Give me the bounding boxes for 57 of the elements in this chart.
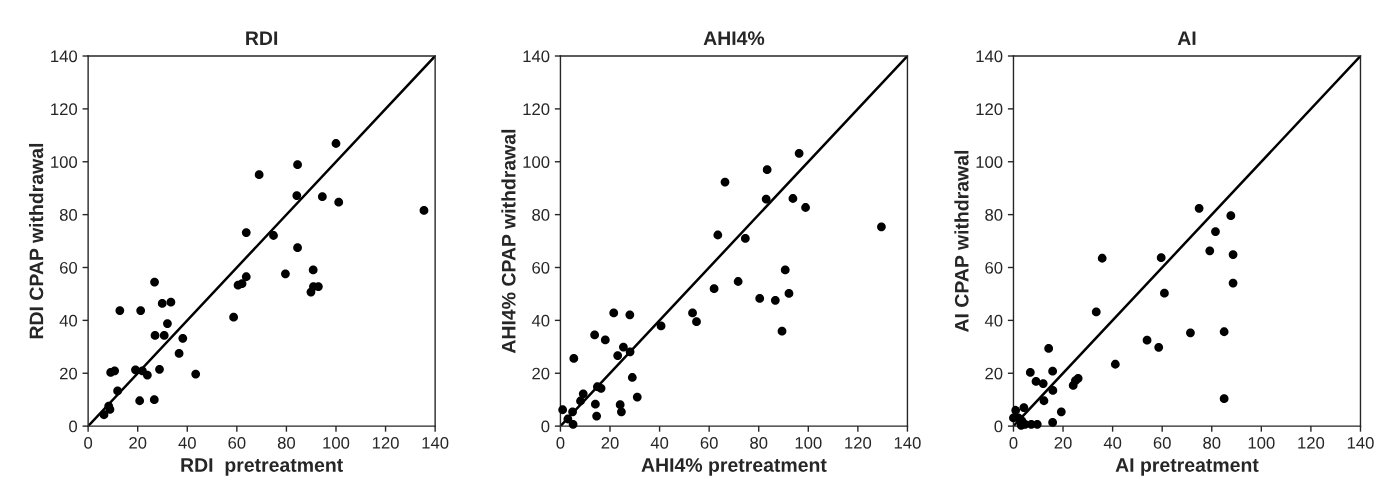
y-axis-title: AI CPAP withdrawal [954, 150, 969, 333]
x-tick-label: 120 [372, 436, 399, 449]
x-tick-label: 0 [1009, 436, 1018, 449]
y-tick-label: 100 [523, 156, 550, 168]
x-tick-label: 140 [894, 436, 921, 449]
x-tick-label: 120 [845, 436, 872, 449]
y-tick-label: 20 [60, 367, 78, 380]
x-tick-label: 40 [178, 436, 196, 449]
x-tick-label: 40 [1103, 436, 1122, 449]
x-tick-label: 0 [84, 436, 93, 449]
x-tick-label: 20 [129, 436, 147, 449]
y-tick-label: 40 [59, 314, 78, 327]
x-tick-label: 140 [422, 436, 449, 449]
chart-title: AHI4% [703, 31, 765, 46]
y-tick-label: 40 [984, 314, 1003, 327]
y-axis-title: RDI CPAP withdrawal [29, 143, 44, 339]
y-tick-label: 120 [51, 103, 78, 116]
x-tick-label: 140 [1347, 436, 1374, 449]
y-tick-label: 100 [976, 156, 1003, 168]
x-tick-label: 20 [1054, 436, 1072, 449]
chart-title: AI [1177, 31, 1196, 45]
y-tick-label: 80 [59, 209, 78, 221]
x-tick-label: 100 [795, 436, 822, 449]
x-tick-label: 120 [1298, 436, 1325, 449]
y-tick-label: 60 [985, 261, 1003, 274]
x-tick-label: 60 [228, 436, 246, 449]
y-tick-label: 120 [976, 103, 1003, 116]
y-tick-label: 140 [976, 50, 1003, 63]
y-tick-label: 80 [985, 209, 1003, 221]
x-tick-label: 60 [700, 436, 718, 449]
x-axis-title: AHI4% pretreatment [641, 458, 827, 476]
x-tick-label: 80 [750, 436, 768, 449]
x-tick-label: 0 [556, 436, 565, 449]
x-tick-label: 100 [1248, 436, 1275, 449]
x-tick-label: 100 [323, 436, 350, 449]
y-tick-label: 40 [531, 314, 550, 327]
y-tick-label: 100 [51, 156, 78, 168]
y-tick-label: 0 [994, 420, 1003, 433]
y-tick-label: 60 [532, 261, 550, 274]
y-tick-label: 60 [60, 261, 78, 274]
y-tick-label: 0 [541, 420, 550, 433]
y-tick-label: 0 [69, 420, 78, 433]
y-tick-label: 120 [523, 103, 550, 116]
y-tick-label: 20 [532, 367, 550, 380]
x-tick-label: 80 [277, 436, 296, 449]
x-tick-label: 40 [650, 436, 669, 449]
y-tick-label: 80 [532, 209, 550, 221]
chart-title: RDI [246, 31, 278, 45]
x-axis-title: RDI pretreatment [181, 458, 343, 476]
x-tick-label: 80 [1203, 436, 1221, 449]
x-tick-label: 60 [1153, 436, 1171, 449]
y-tick-label: 140 [523, 50, 550, 63]
y-axis-title: AHI4% CPAP withdrawal [501, 129, 516, 354]
y-tick-label: 140 [51, 50, 78, 63]
x-tick-label: 20 [601, 436, 619, 449]
y-tick-label: 20 [985, 367, 1003, 380]
x-axis-title: AI pretreatment [1115, 458, 1259, 476]
